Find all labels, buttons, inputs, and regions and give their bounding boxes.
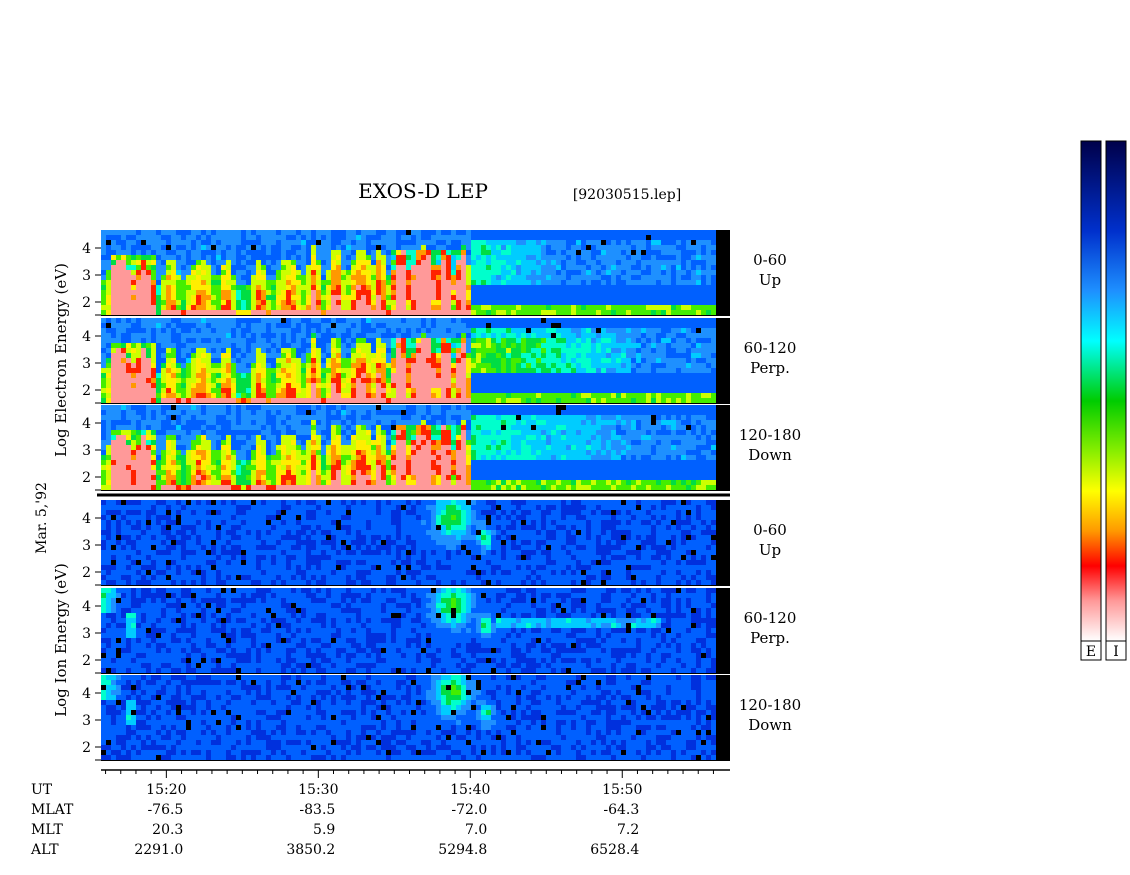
y-tick-label: 2 [82, 565, 91, 581]
y-tick-label: 4 [82, 416, 91, 432]
ephemeris-row-label: ALT [30, 842, 59, 858]
ephemeris-table: UT 15:20 15:30 15:40 15:50 MLAT -76.5 -83.5 -72.… [30, 782, 642, 858]
y-tick-label: 2 [82, 295, 91, 311]
ephemeris-value: -83.5 [299, 802, 335, 818]
ephemeris-row-label: UT [31, 782, 53, 798]
ephemeris-value: 7.2 [617, 822, 639, 838]
spectrogram-panel: 2 3 4 [82, 230, 730, 316]
y-tick-label: 3 [82, 538, 91, 554]
ephemeris-value: 5294.8 [438, 842, 487, 858]
y-tick-label: 3 [82, 713, 91, 729]
x-tick-label: 15:50 [602, 782, 642, 798]
y-tick-label: 4 [82, 241, 91, 257]
y-tick-label: 4 [82, 511, 91, 527]
panel-pitch-range: 60-120 [744, 339, 797, 357]
ion-ylabel: Log Ion Energy (eV) [52, 563, 70, 717]
panel-direction: Down [748, 446, 792, 464]
ephemeris-value: 6528.4 [590, 842, 639, 858]
x-tick-label: 15:30 [298, 782, 338, 798]
x-axis [101, 769, 730, 778]
panels: 2 3 4 2 3 4 2 3 4 2 3 4 2 3 4 2 3 4 [82, 230, 730, 761]
y-tick-label: 4 [82, 329, 91, 345]
y-tick-label: 2 [82, 653, 91, 669]
spectrogram-panel: 2 3 4 [82, 405, 730, 491]
ephemeris-value: 2291.0 [134, 842, 183, 858]
y-tick-label: 3 [82, 443, 91, 459]
panel-direction: Down [748, 716, 792, 734]
panel-pitch-range: 120-180 [739, 426, 801, 444]
panel-direction: Perp. [750, 629, 790, 647]
panel-pitch-range: 0-60 [753, 251, 787, 269]
spectrogram-panel: 2 3 4 [82, 588, 730, 674]
ephemeris-row-label: MLAT [31, 802, 74, 818]
colorbar-label-e: E [1086, 644, 1096, 660]
ephemeris-row-label: MLT [31, 822, 63, 838]
ephemeris-value: 7.0 [465, 822, 487, 838]
spectrogram-panel: 2 3 4 [82, 500, 730, 586]
ephemeris-value: 3850.2 [286, 842, 335, 858]
y-tick-label: 2 [82, 470, 91, 486]
colorbar-electron: E [1080, 140, 1102, 661]
ephemeris-value: 5.9 [313, 822, 335, 838]
x-tick-label: 15:20 [146, 782, 186, 798]
ephemeris-value: 20.3 [152, 822, 183, 838]
ephemeris-value: -72.0 [451, 802, 487, 818]
y-tick-label: 3 [82, 626, 91, 642]
ephemeris-value: -64.3 [603, 802, 639, 818]
panel-pitch-range: 60-120 [744, 609, 797, 627]
panel-pitch-range: 0-60 [753, 521, 787, 539]
y-tick-label: 4 [82, 686, 91, 702]
spectrogram-panel: 2 3 4 [82, 318, 730, 404]
panel-labels: 0-60 Up 60-120 Perp. 120-180 Down 0-60 Up 60-120… [739, 251, 801, 734]
colorbar-ion: I [1105, 140, 1127, 661]
panel-direction: Up [759, 541, 781, 559]
electron-ylabel: Log Electron Energy (eV) [52, 263, 70, 457]
colorbar-label-i: I [1113, 644, 1119, 660]
ephemeris-value: -76.5 [147, 802, 183, 818]
y-tick-label: 3 [82, 356, 91, 372]
y-tick-label: 4 [82, 599, 91, 615]
panel-direction: Perp. [750, 359, 790, 377]
file-name: [92030515.lep] [573, 187, 681, 203]
date-label: Mar. 5,'92 [34, 482, 50, 554]
y-tick-label: 2 [82, 383, 91, 399]
spectrogram-panel: 2 3 4 [82, 675, 730, 761]
x-tick-label: 15:40 [450, 782, 490, 798]
chart-title: EXOS-D LEP [358, 179, 488, 203]
panel-pitch-range: 120-180 [739, 696, 801, 714]
y-tick-label: 3 [82, 268, 91, 284]
panel-direction: Up [759, 271, 781, 289]
y-tick-label: 2 [82, 740, 91, 756]
